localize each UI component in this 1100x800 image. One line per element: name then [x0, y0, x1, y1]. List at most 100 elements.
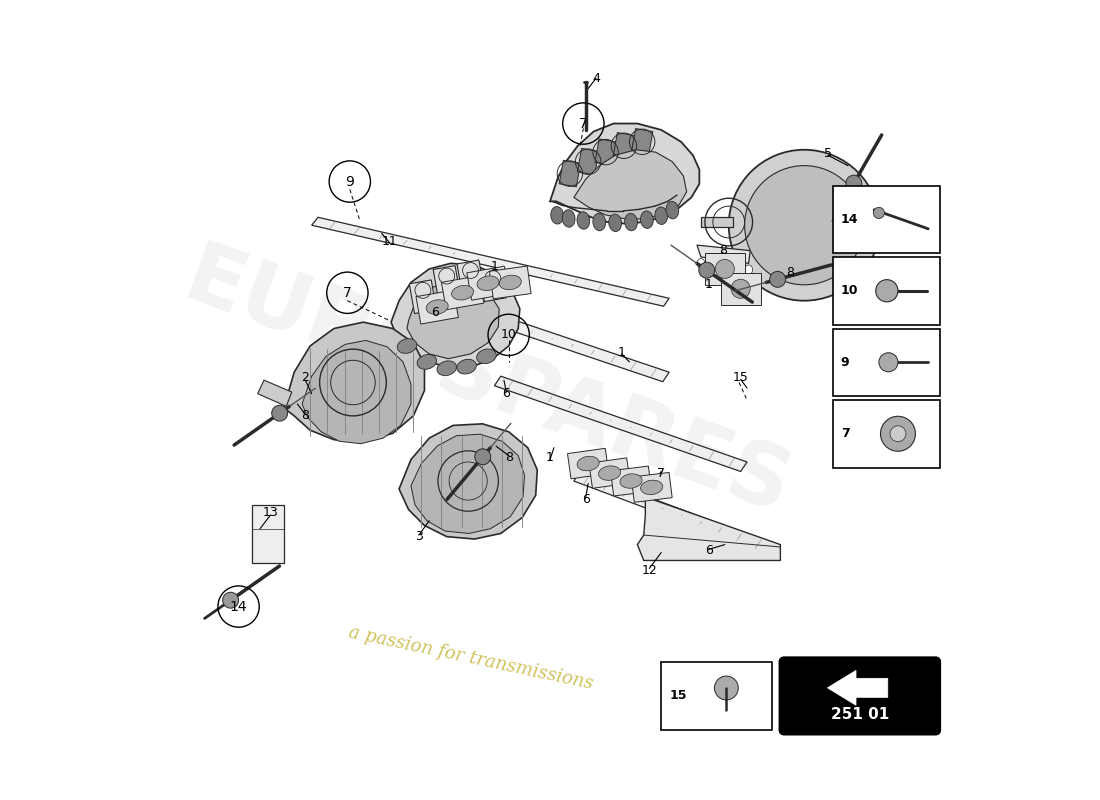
Ellipse shape: [578, 212, 590, 229]
Polygon shape: [466, 266, 509, 300]
Polygon shape: [494, 376, 747, 471]
Polygon shape: [399, 424, 537, 539]
Ellipse shape: [437, 361, 456, 375]
Ellipse shape: [726, 262, 734, 272]
Polygon shape: [490, 266, 531, 299]
Polygon shape: [595, 139, 616, 166]
Circle shape: [879, 353, 898, 372]
Polygon shape: [574, 150, 686, 219]
Polygon shape: [441, 276, 484, 310]
Circle shape: [272, 406, 287, 421]
Ellipse shape: [598, 466, 620, 480]
Polygon shape: [610, 466, 651, 496]
Text: 15: 15: [669, 690, 686, 702]
Ellipse shape: [499, 275, 521, 290]
Ellipse shape: [745, 265, 752, 274]
Ellipse shape: [476, 349, 496, 364]
Text: 12: 12: [641, 564, 657, 578]
Ellipse shape: [456, 359, 476, 374]
Ellipse shape: [551, 206, 563, 224]
Ellipse shape: [666, 202, 679, 219]
Polygon shape: [311, 218, 669, 306]
Circle shape: [715, 259, 735, 278]
Text: 13: 13: [263, 506, 278, 519]
Polygon shape: [284, 322, 425, 442]
Text: 251 01: 251 01: [830, 707, 889, 722]
Polygon shape: [631, 473, 672, 502]
Circle shape: [873, 207, 884, 218]
Ellipse shape: [640, 211, 653, 228]
Text: 1: 1: [705, 278, 713, 291]
Text: 15: 15: [733, 371, 749, 384]
Polygon shape: [407, 281, 499, 358]
Text: 8: 8: [785, 266, 794, 279]
Circle shape: [732, 279, 750, 298]
Ellipse shape: [625, 214, 637, 230]
Polygon shape: [568, 448, 608, 478]
Text: 8: 8: [505, 450, 513, 464]
Ellipse shape: [620, 474, 642, 488]
Ellipse shape: [735, 264, 744, 274]
Polygon shape: [415, 289, 669, 382]
Text: 4: 4: [592, 72, 600, 85]
Circle shape: [880, 416, 915, 451]
Text: 7: 7: [343, 286, 352, 300]
Ellipse shape: [397, 338, 417, 354]
Text: 6: 6: [705, 545, 713, 558]
Text: 11: 11: [382, 234, 397, 248]
Polygon shape: [416, 290, 459, 324]
Polygon shape: [559, 160, 581, 187]
Text: 6: 6: [582, 493, 590, 506]
Text: 8: 8: [719, 244, 727, 257]
FancyBboxPatch shape: [833, 186, 940, 253]
Ellipse shape: [578, 456, 600, 471]
Polygon shape: [637, 497, 780, 561]
Ellipse shape: [426, 300, 448, 314]
Text: EUROSPARES: EUROSPARES: [172, 236, 801, 532]
Text: 7: 7: [657, 466, 665, 479]
Ellipse shape: [716, 261, 724, 270]
Polygon shape: [433, 266, 460, 299]
Text: 10: 10: [500, 328, 517, 342]
Ellipse shape: [706, 260, 715, 270]
Text: 6: 6: [503, 387, 510, 400]
Text: 6: 6: [431, 306, 439, 319]
Polygon shape: [613, 133, 635, 159]
Ellipse shape: [654, 207, 668, 225]
Polygon shape: [409, 280, 437, 314]
Circle shape: [876, 280, 898, 302]
Ellipse shape: [640, 480, 663, 494]
Ellipse shape: [417, 354, 437, 370]
Ellipse shape: [562, 210, 575, 227]
Polygon shape: [392, 263, 520, 368]
Polygon shape: [252, 505, 284, 563]
Polygon shape: [480, 268, 506, 302]
FancyBboxPatch shape: [661, 662, 772, 730]
Polygon shape: [411, 434, 525, 534]
Polygon shape: [827, 670, 888, 706]
Circle shape: [715, 676, 738, 700]
Polygon shape: [456, 260, 484, 294]
Text: 1: 1: [491, 260, 498, 273]
Text: 14: 14: [840, 213, 858, 226]
Ellipse shape: [452, 286, 474, 300]
Polygon shape: [876, 229, 915, 241]
Polygon shape: [588, 458, 630, 488]
Circle shape: [745, 166, 864, 285]
Circle shape: [698, 262, 715, 278]
Circle shape: [770, 271, 785, 287]
FancyBboxPatch shape: [833, 400, 940, 467]
FancyBboxPatch shape: [833, 329, 940, 396]
FancyBboxPatch shape: [780, 658, 940, 734]
Polygon shape: [578, 149, 598, 175]
Ellipse shape: [593, 214, 606, 230]
Circle shape: [846, 175, 861, 191]
Text: 1: 1: [546, 450, 554, 464]
Polygon shape: [257, 380, 292, 406]
FancyBboxPatch shape: [833, 257, 940, 325]
Polygon shape: [631, 129, 652, 155]
Ellipse shape: [608, 214, 622, 231]
Text: 8: 8: [301, 410, 309, 422]
Polygon shape: [701, 218, 733, 227]
Polygon shape: [302, 341, 411, 444]
